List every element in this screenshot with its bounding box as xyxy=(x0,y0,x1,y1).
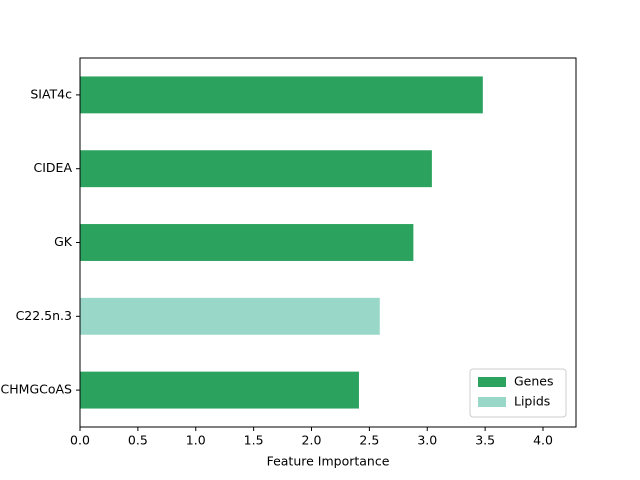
y-tick-label: CIDEA xyxy=(34,160,73,175)
x-tick-label: 3.5 xyxy=(475,433,495,448)
legend-label: Genes xyxy=(514,374,554,389)
y-tick-label: GK xyxy=(54,234,73,249)
x-axis-label: Feature Importance xyxy=(267,454,390,469)
legend-swatch xyxy=(478,377,506,387)
bar xyxy=(80,224,414,261)
x-tick-label: 1.5 xyxy=(244,433,264,448)
x-tick-label: 3.0 xyxy=(417,433,437,448)
bar xyxy=(80,297,380,335)
x-tick-label: 0.0 xyxy=(70,433,90,448)
x-tick-label: 4.0 xyxy=(533,433,553,448)
x-tick-label: 1.0 xyxy=(186,433,206,448)
x-tick-label: 2.0 xyxy=(302,433,322,448)
x-tick-label: 2.5 xyxy=(359,433,379,448)
y-tick-label: C22.5n.3 xyxy=(16,308,72,323)
x-tick-label: 0.5 xyxy=(128,433,148,448)
bar xyxy=(80,76,483,114)
legend-swatch xyxy=(478,397,506,407)
bar xyxy=(80,371,359,409)
bar xyxy=(80,150,432,188)
y-tick-label: SIAT4c xyxy=(30,86,72,101)
legend-label: Lipids xyxy=(514,394,550,409)
y-tick-label: CHMGCoAS xyxy=(1,382,73,397)
plot-frame xyxy=(79,57,577,428)
